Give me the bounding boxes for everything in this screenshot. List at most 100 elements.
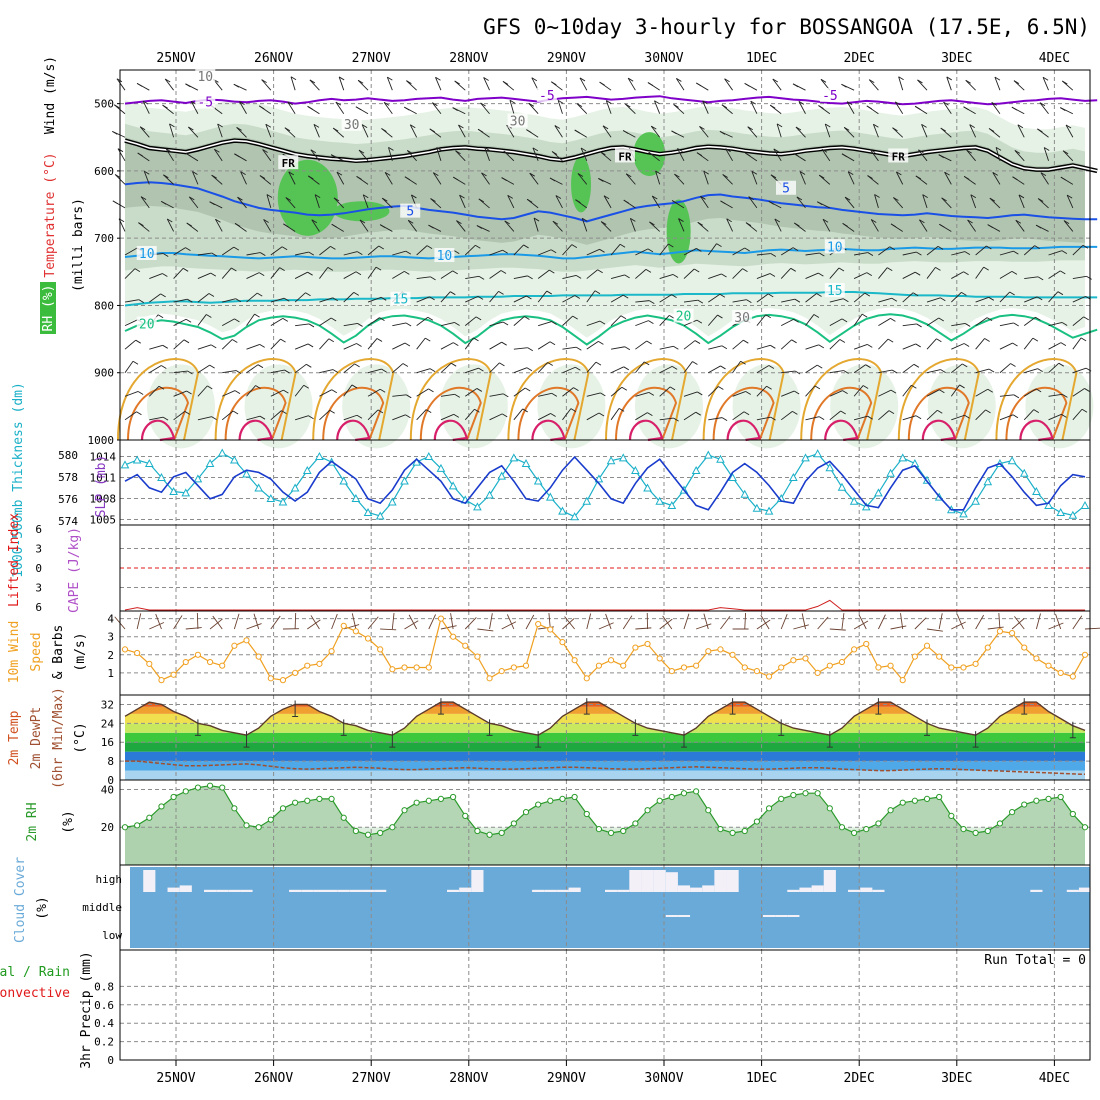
temperature-contour--5 <box>124 95 1098 106</box>
wind-barb-upper <box>284 127 296 138</box>
wind-barb-flag <box>406 80 412 85</box>
contour-label-bg <box>673 308 694 323</box>
wind-barb-flag <box>383 102 390 106</box>
wind-barb-flag <box>599 320 606 325</box>
wind-barb-flag <box>1062 393 1068 398</box>
cloud-high-bar <box>848 889 861 892</box>
wind-barb-upper <box>270 297 285 303</box>
wind-barb-upper <box>732 299 747 303</box>
wind-barb-upper <box>367 266 377 279</box>
wind-barb-flag <box>134 268 141 273</box>
precip-tick: 0.8 <box>94 980 114 993</box>
wind-barb-upper <box>635 412 648 421</box>
wind-barb-upper <box>994 76 1001 91</box>
wind-barb-upper <box>192 171 199 185</box>
wind-barb-flag <box>354 363 360 368</box>
slp-marker <box>971 496 980 505</box>
wind-barb-flag <box>674 173 680 178</box>
wind-barb-flag <box>284 127 291 132</box>
wind-barb-flag <box>630 217 636 222</box>
wind-barb-upper <box>173 267 184 279</box>
wind-barb-upper <box>319 338 330 350</box>
wind-barb-flag <box>621 386 628 391</box>
wind-barb-flag <box>476 388 483 392</box>
wind10-barb <box>1072 615 1083 630</box>
wind-barb-upper <box>367 317 380 327</box>
wind-barb-flag <box>357 79 364 84</box>
wind-barb-upper <box>756 314 767 326</box>
slp-marker <box>801 453 810 462</box>
wind10-marker <box>656 655 663 662</box>
wind-barb-flag <box>308 323 315 328</box>
wind-barb-flag <box>696 82 702 87</box>
thickness-tick: 574 <box>58 515 78 528</box>
wind-barb-upper <box>117 148 126 162</box>
cloud-high-bar <box>556 889 569 892</box>
wind-barb-upper <box>481 172 490 185</box>
wind-barb-upper <box>392 414 406 421</box>
wind-barb-upper <box>902 363 915 374</box>
wind-barb-upper <box>489 413 503 421</box>
wind-barb-upper <box>772 78 782 91</box>
contour-label: 5 <box>406 205 414 220</box>
upper-rh-axis-label: RH (%) <box>41 285 56 332</box>
wind-barb-upper <box>970 194 977 209</box>
warm-plume-contour-30 <box>224 386 287 441</box>
wind-barb-upper <box>285 197 296 209</box>
contour-label: 10 <box>827 240 843 255</box>
wind-barb-flag <box>1012 342 1018 347</box>
wind-barb-upper <box>1017 124 1025 138</box>
wind-barb-flag <box>429 128 435 133</box>
wind-barb-upper <box>270 410 282 421</box>
wind-barb-flag <box>333 197 340 202</box>
wind-barb-flag <box>165 148 172 153</box>
warm-plume-contour-25 <box>605 358 688 441</box>
rh2m-marker <box>121 824 129 831</box>
wind10-marker <box>1021 644 1028 651</box>
contour-label: 30 <box>344 118 360 133</box>
wind-barb-flag <box>862 385 869 389</box>
wind10-barb <box>185 627 202 630</box>
wind-barb-upper <box>166 218 175 232</box>
wind-barb-upper <box>465 367 479 374</box>
warm-plume-contour-30 <box>907 386 970 441</box>
temperature-line <box>124 701 1086 736</box>
wind10-barb <box>477 628 494 632</box>
wind10-marker <box>1069 673 1076 680</box>
wind-barb-flag <box>234 390 241 394</box>
wind-barb-upper <box>489 362 500 374</box>
wind-barb-flag <box>671 200 678 204</box>
wind-barb-flag <box>985 409 991 414</box>
wind-barb-flag <box>357 251 363 255</box>
wind-barb-flag <box>961 363 968 368</box>
wind-barb-upper <box>846 101 855 114</box>
wind-barb-upper <box>440 342 454 350</box>
wind-barb-flag <box>363 194 369 199</box>
wind10-barb <box>586 613 592 630</box>
wind-barb-flag <box>185 247 191 251</box>
wind-barb-upper <box>509 100 515 114</box>
warm-plume-contour-30 <box>127 386 190 441</box>
cloud-high-bar <box>714 870 727 892</box>
warm-plume-contour-25 <box>507 358 590 441</box>
wind10-barb <box>744 612 747 630</box>
wind-barb-flag <box>1037 128 1043 133</box>
wind-barb-flag <box>428 224 434 229</box>
wind-barb-flag <box>308 175 314 180</box>
warm-plume-contour-35 <box>433 419 469 442</box>
wind-barb-upper <box>489 270 502 279</box>
wind-barb-upper <box>1040 172 1049 185</box>
wind-barb-upper <box>586 320 601 327</box>
wind-barb-upper <box>975 409 986 421</box>
wind-barb-upper <box>625 173 636 185</box>
rh2m-marker <box>462 812 469 819</box>
wind-barb-upper <box>610 346 625 350</box>
wind-barb-upper <box>388 147 393 161</box>
contour-label: 30 <box>734 311 750 326</box>
wind-barb-upper <box>294 384 305 397</box>
wind-barb-flag <box>547 362 553 366</box>
wind-barb-flag <box>697 391 703 396</box>
warm-plume-contour-30 <box>712 386 775 441</box>
wind10-marker <box>134 649 141 657</box>
warm-plume-contour-25 <box>995 358 1078 441</box>
